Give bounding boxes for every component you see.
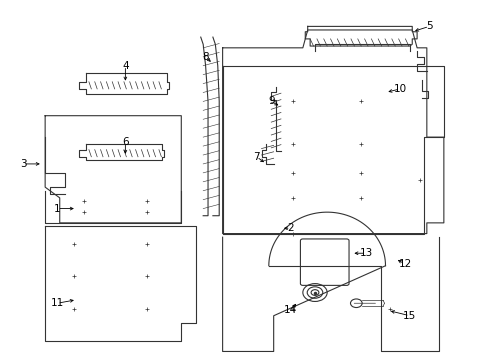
Text: 4: 4 xyxy=(122,61,128,71)
Text: 7: 7 xyxy=(253,152,260,162)
Text: 1: 1 xyxy=(54,203,61,213)
Text: 15: 15 xyxy=(403,311,416,321)
Text: 8: 8 xyxy=(202,52,208,62)
Text: 5: 5 xyxy=(425,21,432,31)
Text: 12: 12 xyxy=(398,259,411,269)
Text: 6: 6 xyxy=(122,138,128,148)
Text: 3: 3 xyxy=(20,159,26,169)
Text: 11: 11 xyxy=(51,298,64,308)
Text: 9: 9 xyxy=(267,96,274,107)
Text: 13: 13 xyxy=(359,248,372,258)
Text: 10: 10 xyxy=(393,84,406,94)
FancyBboxPatch shape xyxy=(300,239,348,285)
Text: 2: 2 xyxy=(287,223,293,233)
Text: 14: 14 xyxy=(284,305,297,315)
